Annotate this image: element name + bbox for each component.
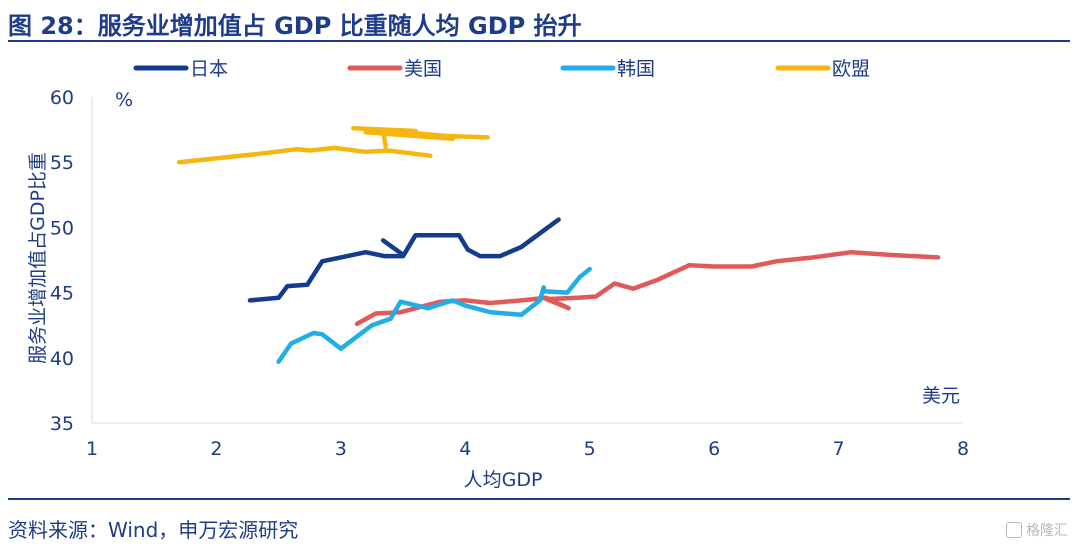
series-lines	[176, 126, 941, 364]
y-tick-label: 35	[50, 413, 74, 435]
x-tick-label: 2	[210, 438, 222, 460]
y-tick-label: 60	[50, 87, 74, 109]
legend-item: 欧盟	[775, 58, 870, 80]
x-unit-label: 美元	[922, 385, 960, 407]
legend-item: 日本	[133, 58, 228, 80]
y-tick-label: 55	[50, 152, 74, 174]
y-unit-label: %	[115, 89, 133, 111]
x-tick-label: 5	[584, 438, 596, 460]
source-note: 资料来源：Wind，申万宏源研究	[8, 518, 299, 542]
page-title: 图 28：服务业增加值占 GDP 比重随人均 GDP 抬升	[8, 12, 582, 40]
y-axis-label: 服务业增加值占GDP比重	[27, 152, 49, 364]
watermark-logo-icon	[1006, 522, 1022, 538]
series-segment-欧盟	[380, 127, 388, 149]
legend-label: 韩国	[617, 58, 655, 80]
legend-label: 欧盟	[832, 58, 870, 80]
series-line-美国	[354, 249, 941, 327]
legend: 日本 美国 韩国 欧盟	[133, 58, 870, 80]
x-tick-label: 7	[833, 438, 845, 460]
x-tick-label: 6	[708, 438, 720, 460]
legend-item: 韩国	[560, 58, 655, 80]
x-tick-label: 4	[459, 438, 471, 460]
legend-label: 日本	[190, 58, 228, 80]
y-tick-label: 45	[50, 283, 74, 305]
series-line-欧盟	[176, 145, 433, 165]
x-axis-label: 人均GDP	[464, 469, 543, 491]
y-tick-label: 40	[50, 348, 74, 370]
x-tick-label: 3	[335, 438, 347, 460]
x-tick-label: 1	[86, 438, 98, 460]
y-tick-label: 50	[50, 217, 74, 239]
title-divider	[8, 40, 1070, 42]
footer-divider	[8, 498, 1070, 500]
x-tick-label: 8	[957, 438, 969, 460]
legend-item: 美国	[347, 58, 442, 80]
series-line-日本	[247, 217, 561, 303]
series-segment-日本	[380, 238, 406, 258]
legend-label: 美国	[404, 58, 442, 80]
watermark: 格隆汇	[1006, 520, 1068, 540]
watermark-text: 格隆汇	[1026, 523, 1068, 539]
series-segment-欧盟	[413, 132, 490, 140]
series-line-韩国	[276, 266, 592, 364]
